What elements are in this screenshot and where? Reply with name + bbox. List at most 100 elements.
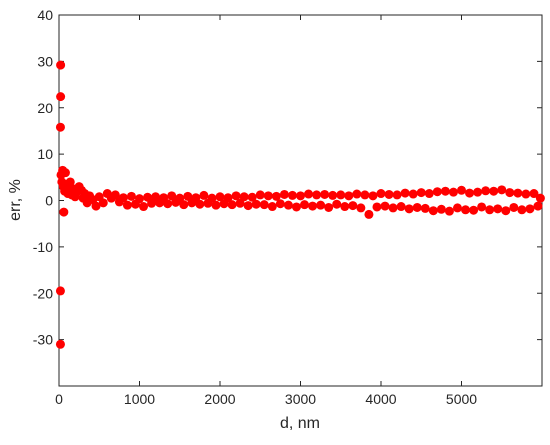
y-tick-label: -20 — [33, 285, 53, 301]
data-point — [396, 202, 406, 212]
data-point — [110, 190, 120, 200]
data-point — [316, 200, 326, 210]
data-point — [211, 200, 221, 210]
data-point — [481, 186, 491, 196]
x-tick-label: 5000 — [446, 391, 477, 407]
data-point — [493, 204, 503, 214]
data-point — [420, 203, 430, 213]
data-point — [296, 191, 305, 201]
data-point — [231, 191, 241, 201]
data-point — [175, 193, 185, 203]
data-points — [55, 60, 545, 349]
data-point — [147, 198, 157, 208]
data-point — [360, 190, 370, 200]
data-point — [352, 189, 362, 199]
axis-ticks: 0 1000 2000 3000 4000 5000 -30 -20 -10 0 10 20 30 40 — [33, 7, 542, 407]
data-point — [356, 203, 366, 213]
data-point — [376, 189, 386, 199]
data-point — [509, 202, 519, 212]
data-point — [199, 190, 209, 200]
data-point — [183, 191, 193, 201]
data-point — [55, 286, 65, 296]
data-point — [275, 199, 285, 209]
data-point — [497, 185, 507, 195]
data-point — [501, 206, 511, 216]
data-point — [235, 198, 245, 208]
data-point — [60, 168, 70, 178]
data-point — [239, 192, 249, 202]
data-point — [247, 192, 257, 202]
data-point — [251, 199, 261, 209]
data-point — [428, 206, 438, 216]
data-point — [521, 189, 531, 199]
data-point — [505, 188, 515, 198]
data-point — [324, 202, 334, 212]
data-point — [195, 199, 205, 209]
data-point — [368, 191, 378, 201]
data-point — [412, 202, 422, 212]
data-point — [348, 201, 358, 211]
y-tick-label: -10 — [33, 239, 53, 255]
data-point — [457, 185, 466, 195]
data-point — [489, 186, 499, 196]
x-tick-label: 4000 — [365, 391, 396, 407]
data-point — [440, 186, 450, 196]
data-point — [271, 191, 281, 201]
data-point — [304, 189, 314, 199]
data-point — [179, 200, 189, 210]
data-point — [300, 200, 310, 210]
data-point — [91, 201, 101, 211]
data-point — [291, 202, 301, 212]
data-point — [513, 188, 523, 198]
y-tick-label: 0 — [45, 193, 53, 209]
data-point — [384, 189, 394, 199]
data-point — [380, 201, 390, 211]
y-tick-label: 10 — [37, 146, 53, 162]
data-point — [312, 190, 322, 200]
data-point — [167, 191, 177, 201]
data-point — [215, 192, 225, 202]
data-point — [163, 199, 173, 209]
data-point — [535, 193, 545, 203]
data-point — [485, 205, 495, 215]
x-tick-label: 1000 — [124, 391, 155, 407]
data-point — [473, 187, 483, 197]
data-point — [469, 205, 479, 215]
data-point — [444, 206, 454, 216]
data-point — [533, 201, 543, 211]
data-point — [461, 205, 471, 215]
data-point — [529, 189, 539, 199]
data-point — [372, 202, 382, 212]
y-tick-label: 30 — [37, 53, 53, 69]
data-point — [283, 200, 293, 210]
data-point — [344, 191, 354, 201]
data-point — [55, 122, 65, 132]
data-point — [55, 339, 65, 349]
data-point — [122, 200, 132, 210]
data-point — [259, 200, 269, 210]
data-point — [308, 201, 318, 211]
x-tick-label: 2000 — [204, 391, 235, 407]
data-point — [332, 199, 342, 209]
data-point — [207, 193, 217, 203]
y-tick-label: 20 — [37, 100, 53, 116]
data-point — [139, 202, 149, 212]
data-point — [408, 189, 418, 199]
data-point — [336, 190, 346, 200]
data-point — [263, 191, 273, 201]
y-tick-label: -30 — [33, 332, 53, 348]
data-point — [452, 203, 462, 213]
data-point — [477, 202, 487, 212]
data-point — [416, 188, 426, 198]
data-point — [328, 190, 338, 200]
data-point — [191, 193, 201, 203]
data-point — [424, 189, 434, 199]
data-point — [400, 188, 410, 198]
data-point — [364, 209, 374, 219]
x-tick-label: 3000 — [285, 391, 316, 407]
data-point — [59, 207, 69, 217]
data-point — [448, 187, 458, 197]
data-point — [56, 60, 66, 70]
